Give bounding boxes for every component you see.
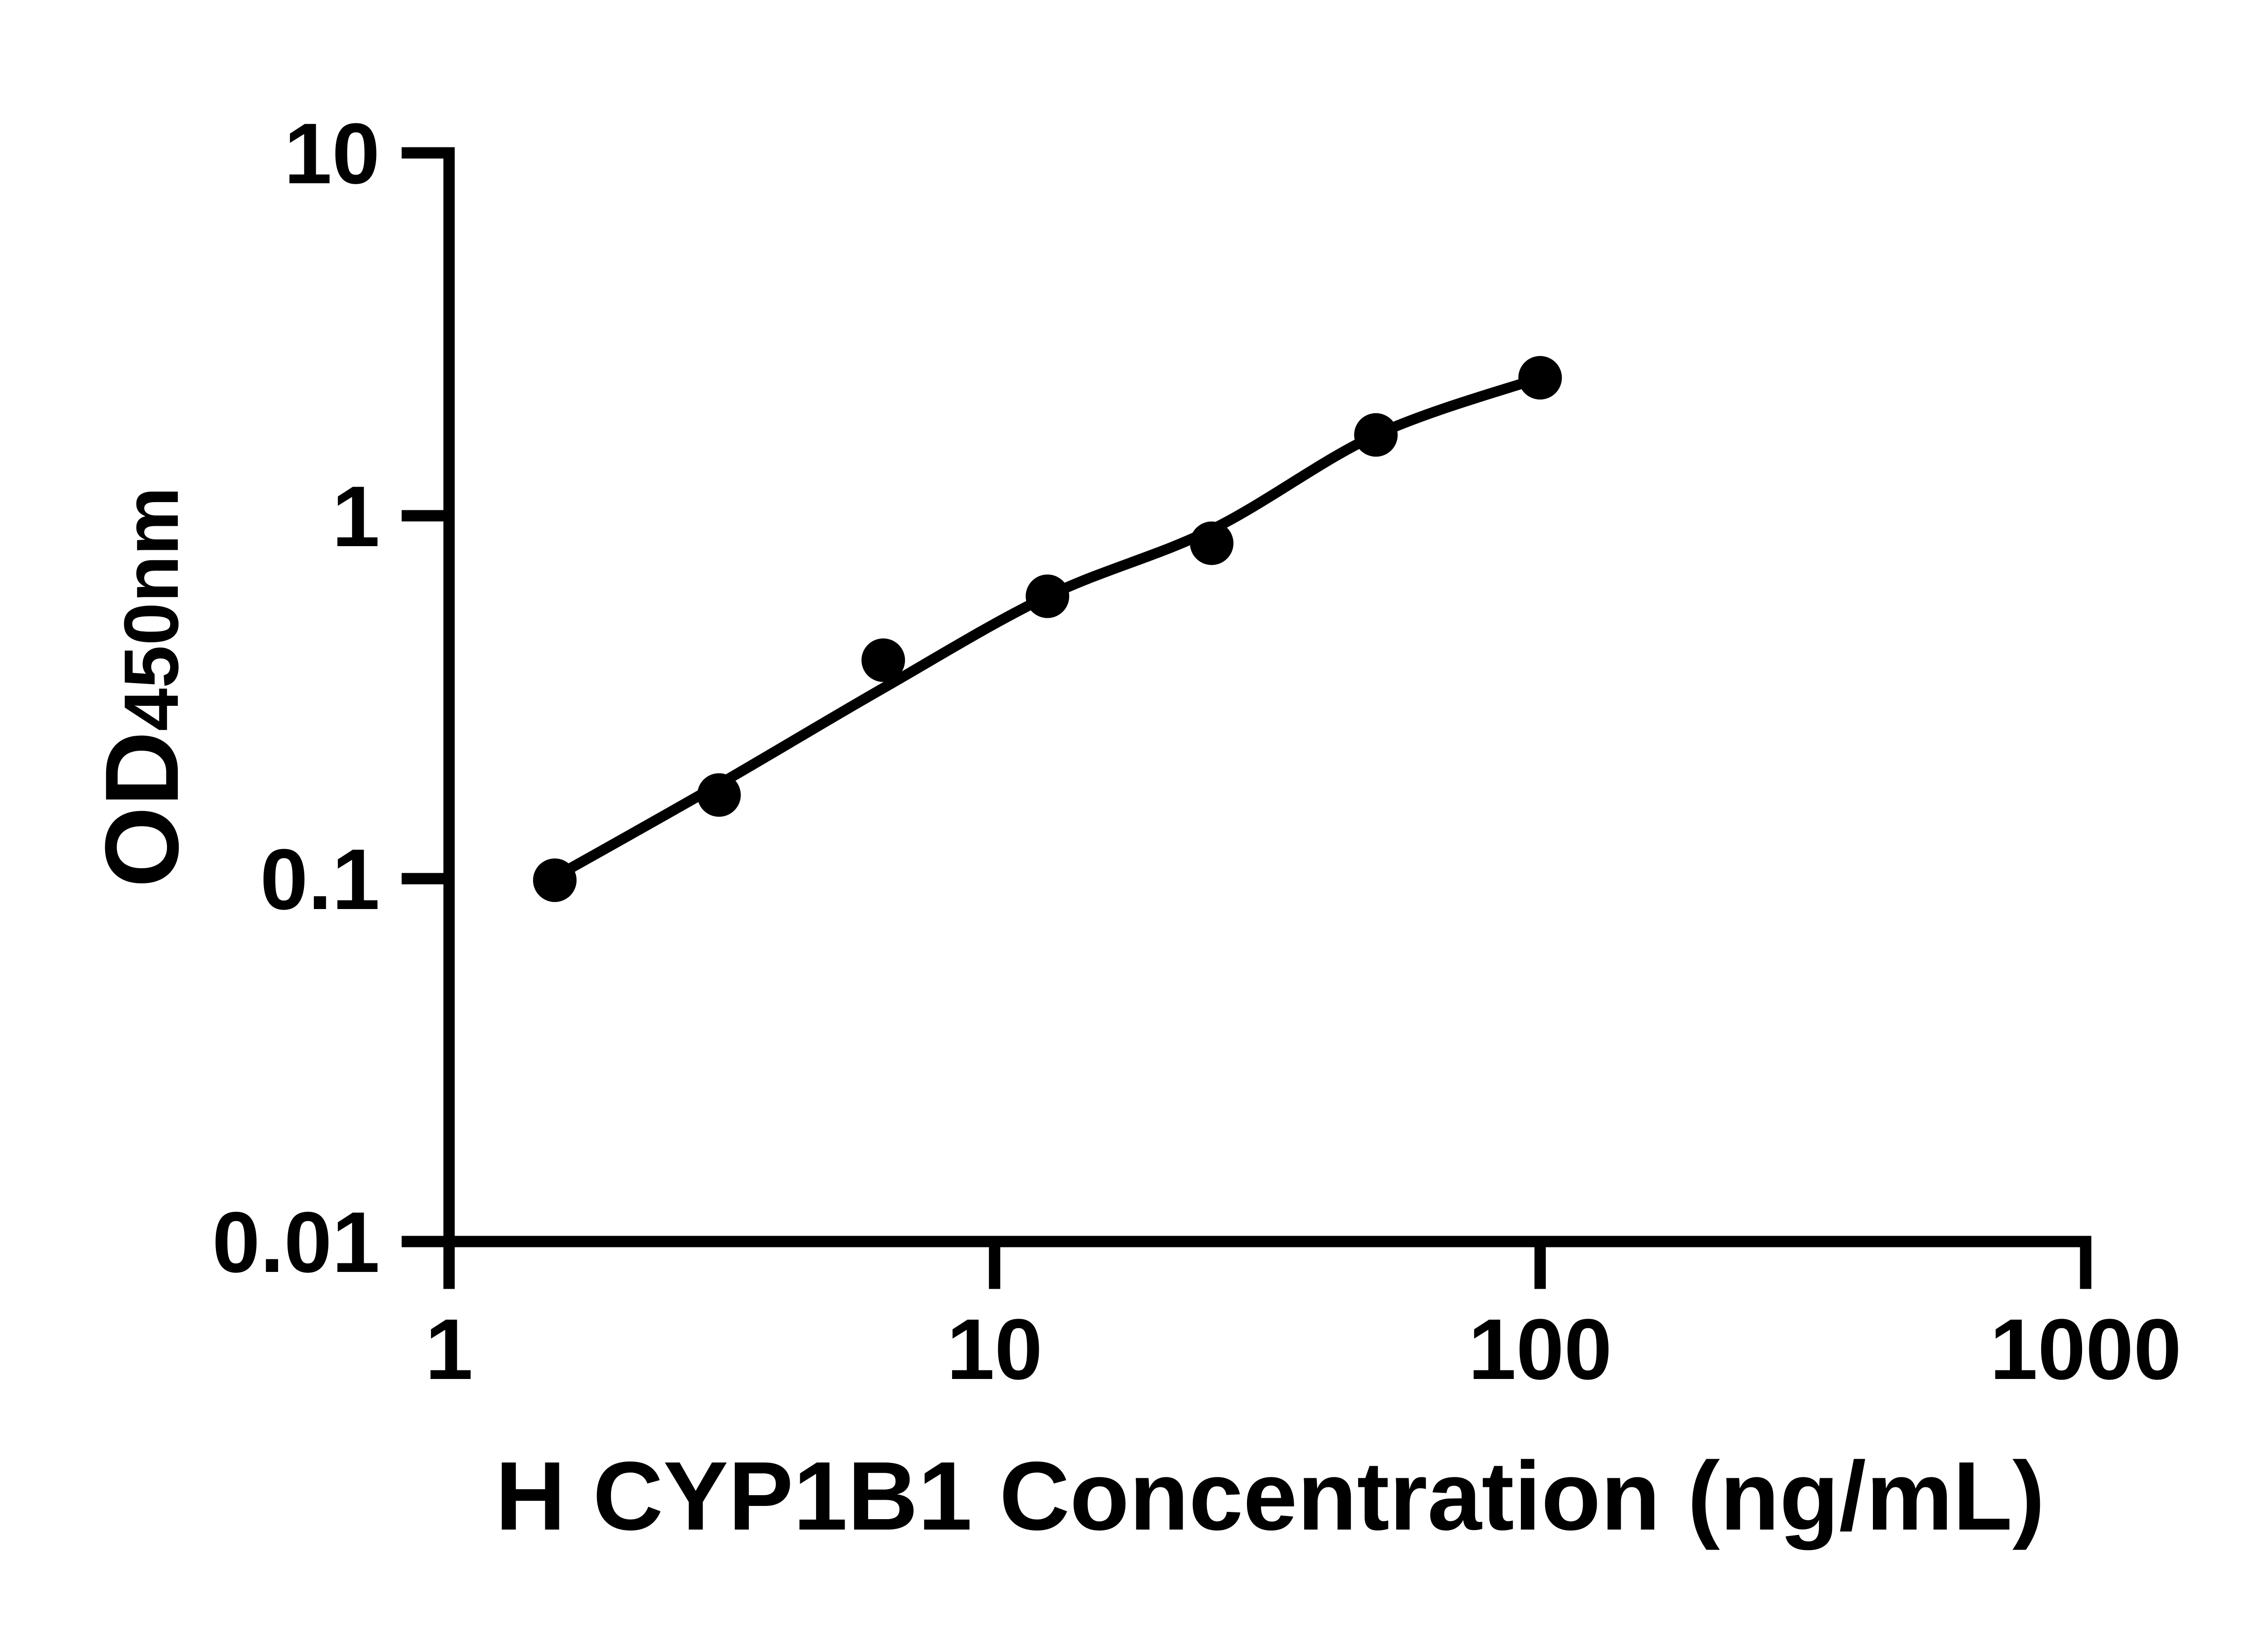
x-axis-title: H CYP1B1 Concentration (ng/mL) [495, 1441, 2045, 1550]
x-tick-label: 10 [947, 1301, 1042, 1398]
data-point [1518, 356, 1562, 400]
y-axis-title-subscript: 450nm [108, 487, 195, 731]
x-tick-label: 100 [1468, 1301, 1612, 1398]
y-tick-label: 0.01 [212, 1194, 380, 1291]
y-tick-label: 10 [284, 106, 380, 202]
data-point [1354, 413, 1398, 457]
y-axis-title: OD450nm [83, 487, 200, 888]
data-point [1026, 574, 1070, 618]
y-axis-title-main: OD [83, 731, 200, 888]
y-tick-label: 1 [332, 469, 380, 565]
x-tick-label: 1000 [1990, 1301, 2182, 1398]
data-point [861, 638, 905, 682]
x-tick-label: 1 [425, 1301, 473, 1398]
y-tick-label: 0.1 [260, 831, 380, 928]
data-point [697, 773, 741, 817]
data-point [533, 858, 577, 902]
data-point [1190, 521, 1234, 565]
